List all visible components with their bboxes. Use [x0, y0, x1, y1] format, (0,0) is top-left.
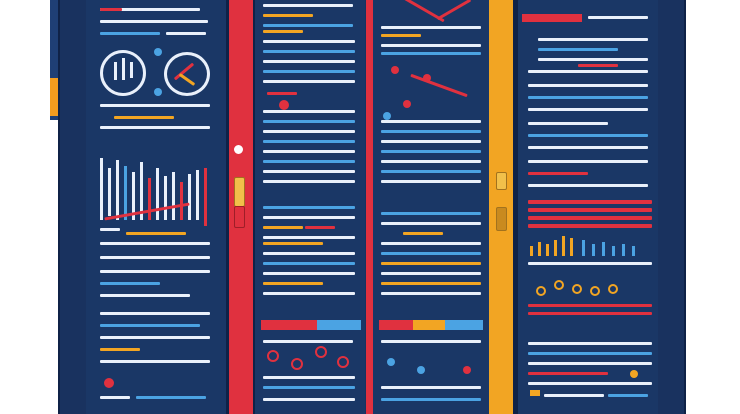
handle-icon[interactable] [496, 207, 507, 231]
divider-gap [513, 0, 518, 414]
handle-icon[interactable] [496, 172, 507, 190]
gauge-icon [164, 52, 210, 96]
handle-icon[interactable] [234, 206, 245, 228]
cabinet-door-3 [373, 0, 489, 414]
cabinet-side-tab-accent [50, 78, 58, 116]
gauge-icon [100, 50, 146, 96]
handle-icon[interactable] [234, 177, 245, 207]
lock-icon[interactable] [232, 143, 245, 156]
cabinet-door-2 [255, 0, 365, 414]
divider-gap [253, 0, 256, 414]
divider-gap [226, 0, 229, 414]
cabinet-door-1 [86, 0, 226, 414]
cabinet-door-4 [518, 0, 658, 414]
red-divider-stripe [366, 0, 374, 414]
cabinet-side-tab [50, 0, 58, 120]
